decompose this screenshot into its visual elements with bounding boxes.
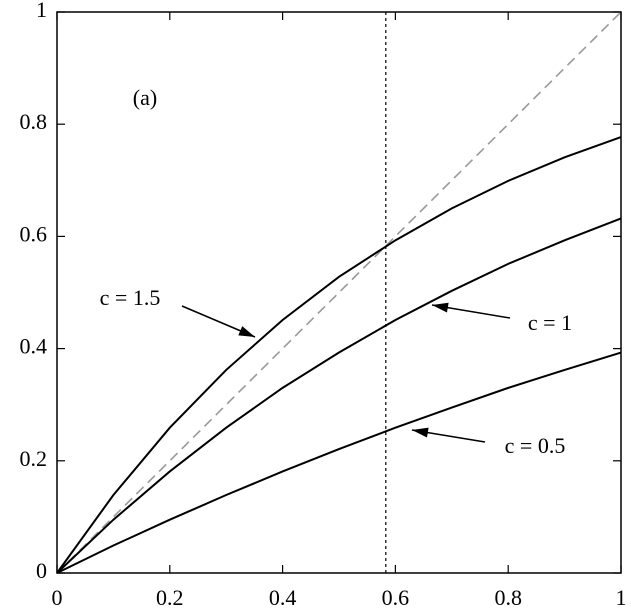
arrow-head <box>238 326 255 337</box>
arrow-head <box>432 302 449 313</box>
series-line <box>56 351 622 574</box>
series-line <box>56 136 622 574</box>
y-tick-label: 0.6 <box>20 221 48 246</box>
y-tick-label: 0 <box>36 558 47 583</box>
curve-label: c = 1.5 <box>100 285 161 310</box>
diagonal-line <box>56 11 622 574</box>
curve-label: c = 1 <box>528 310 572 335</box>
x-tick-label: 0.6 <box>382 585 410 610</box>
arrow-head <box>412 427 429 438</box>
y-tick-label: 1 <box>36 0 47 22</box>
y-tick-label: 0.8 <box>20 109 48 134</box>
series-line <box>56 217 622 574</box>
x-tick-label: 0.4 <box>269 585 297 610</box>
x-tick-label: 0.2 <box>156 585 184 610</box>
plot-frame <box>56 11 622 574</box>
curve-label: c = 0.5 <box>505 433 566 458</box>
x-tick-label: 0.8 <box>494 585 522 610</box>
y-tick-label: 0.4 <box>20 334 48 359</box>
y-tick-label: 0.2 <box>20 446 48 471</box>
x-tick-label: 0 <box>52 585 63 610</box>
x-tick-label: 1 <box>616 585 627 610</box>
panel-label: (a) <box>133 85 157 110</box>
